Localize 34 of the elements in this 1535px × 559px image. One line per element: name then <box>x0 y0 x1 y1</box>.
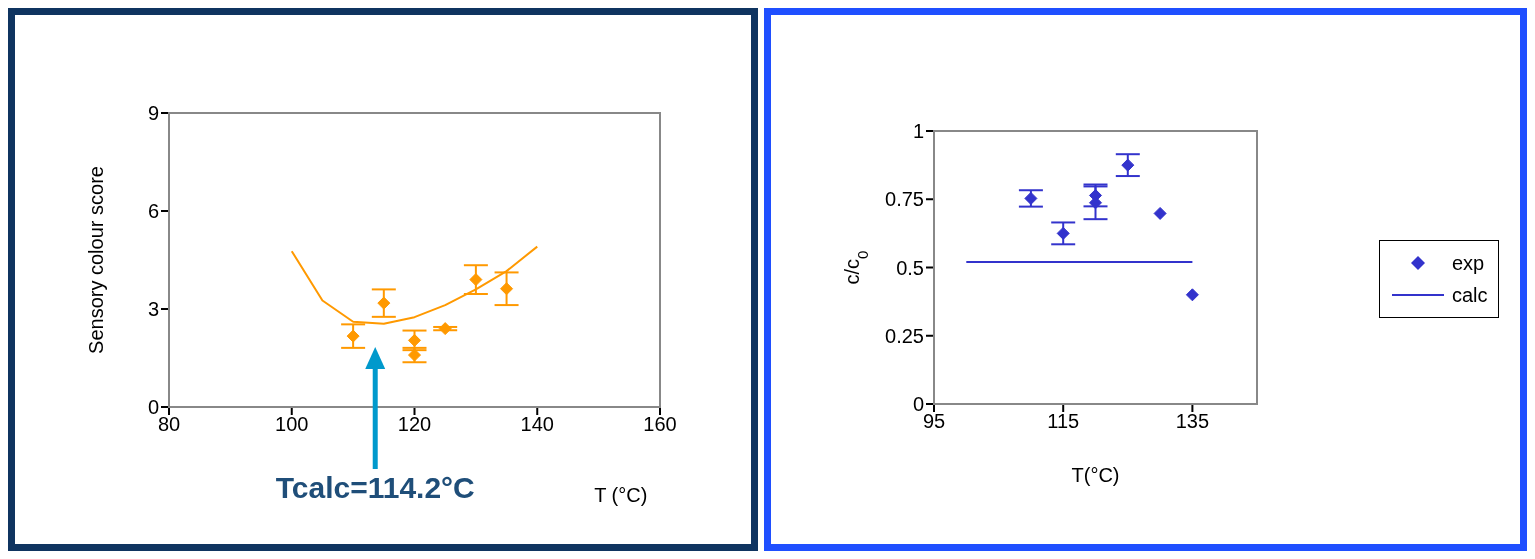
y-tick-label: 6 <box>147 200 159 223</box>
y-tick-label: 1 <box>912 120 924 143</box>
y-tick-label: 9 <box>147 102 159 125</box>
y-tick-label: 0.75 <box>885 188 924 211</box>
x-tick-label: 115 <box>1047 410 1080 433</box>
y-tick-label: 0 <box>912 393 924 416</box>
y-tick-label: 0.25 <box>885 324 924 347</box>
point <box>469 273 483 287</box>
point <box>1056 226 1070 240</box>
x-tick-label: 120 <box>397 413 432 436</box>
point <box>346 329 360 343</box>
x-tick-label: 95 <box>922 410 946 433</box>
point <box>1185 288 1199 302</box>
point <box>500 282 514 296</box>
point <box>408 333 421 347</box>
x-tick-label: 100 <box>275 413 309 436</box>
point <box>377 296 391 310</box>
x-tick-label: 135 <box>1175 410 1210 433</box>
point <box>1121 158 1135 172</box>
x-axis-title: T (°C) <box>594 484 648 506</box>
x-tick-label: 160 <box>643 413 677 436</box>
text: Tcalc=114.2°C <box>275 471 476 505</box>
x-tick-label: 80 <box>157 413 181 436</box>
y-tick-label: 0 <box>147 396 159 419</box>
legend-label: exp <box>1452 251 1485 275</box>
legend-label: calc <box>1452 283 1488 307</box>
point <box>438 322 452 336</box>
point <box>1153 206 1167 220</box>
point <box>1024 191 1038 205</box>
x-axis-title: T(°C) <box>1071 464 1120 486</box>
y-axis-title: Sensory colour score <box>85 166 107 354</box>
x-tick-label: 140 <box>520 413 554 436</box>
y-tick-label: 0.5 <box>896 256 924 279</box>
y-tick-label: 3 <box>147 298 159 321</box>
